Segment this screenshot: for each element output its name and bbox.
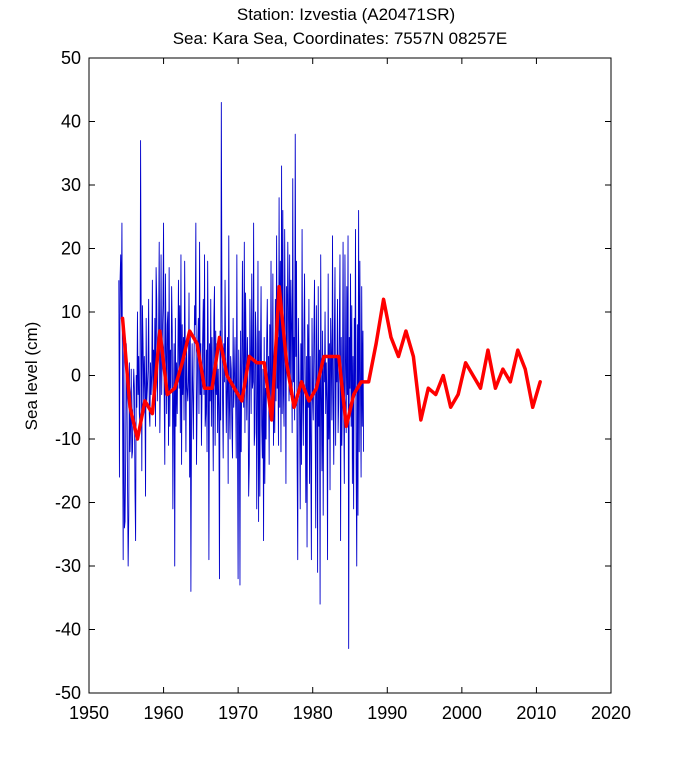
x-tick-label: 1970 [218,703,258,723]
y-tick-label: 40 [61,112,81,132]
y-tick-label: -10 [55,429,81,449]
x-tick-label: 1990 [367,703,407,723]
x-tick-label: 1960 [144,703,184,723]
monthly-sea-level-line [118,102,365,649]
x-tick-label: 2020 [591,703,631,723]
chart-subtitle: Sea: Kara Sea, Coordinates: 7557N 08257E [173,29,508,48]
y-axis-label: Sea level (cm) [22,322,41,431]
y-tick-label: 10 [61,302,81,322]
x-tick-label: 1950 [69,703,109,723]
y-tick-label: 0 [71,366,81,386]
chart-title: Station: Izvestia (A20471SR) [237,5,455,24]
y-tick-label: -20 [55,493,81,513]
y-tick-label: 50 [61,48,81,68]
x-tick-label: 1980 [293,703,333,723]
y-tick-label: -30 [55,556,81,576]
x-tick-label: 2000 [442,703,482,723]
y-tick-label: -50 [55,683,81,703]
y-tick-label: 20 [61,239,81,259]
y-tick-label: -40 [55,620,81,640]
y-tick-label: 30 [61,175,81,195]
annual-mean-sea-level-line [120,284,542,441]
x-tick-label: 2010 [516,703,556,723]
